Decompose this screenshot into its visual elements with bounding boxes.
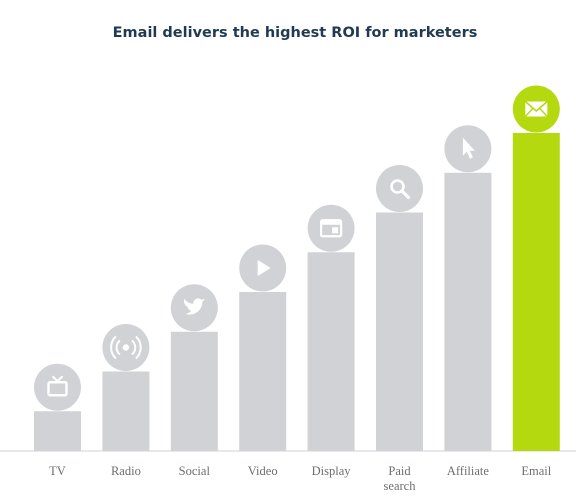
bar-affiliate — [444, 172, 492, 451]
twitter-icon — [170, 284, 218, 332]
tv-icon — [34, 363, 81, 411]
cursor-icon — [444, 125, 492, 173]
category-label-email: Email — [521, 464, 551, 478]
category-labels-group: TV Radio Social Video Display Paid search Affil… — [49, 464, 552, 493]
bar-video — [239, 292, 287, 451]
envelope-icon — [512, 85, 560, 133]
chart-title: Email delivers the highest ROI for marke… — [113, 25, 478, 41]
category-label-affiliate: Affiliate — [447, 464, 490, 478]
category-label-paid-search: Paid search — [384, 464, 417, 493]
bar-social — [170, 331, 218, 451]
category-label-video: Video — [248, 464, 278, 478]
bars-group — [34, 133, 560, 451]
bar-paid-search — [376, 212, 423, 451]
play-icon — [239, 244, 287, 292]
category-label-display: Display — [312, 464, 352, 478]
search-icon — [376, 165, 423, 212]
icons-group — [34, 85, 560, 411]
bar-email — [512, 133, 560, 451]
category-label-social: Social — [179, 464, 211, 478]
category-label-radio: Radio — [111, 464, 141, 478]
bar-tv — [34, 411, 81, 451]
bar-display — [307, 252, 355, 451]
category-label-tv: TV — [49, 464, 66, 478]
display-window-icon — [307, 204, 355, 252]
bar-radio — [102, 371, 150, 451]
radio-icon — [102, 324, 150, 371]
